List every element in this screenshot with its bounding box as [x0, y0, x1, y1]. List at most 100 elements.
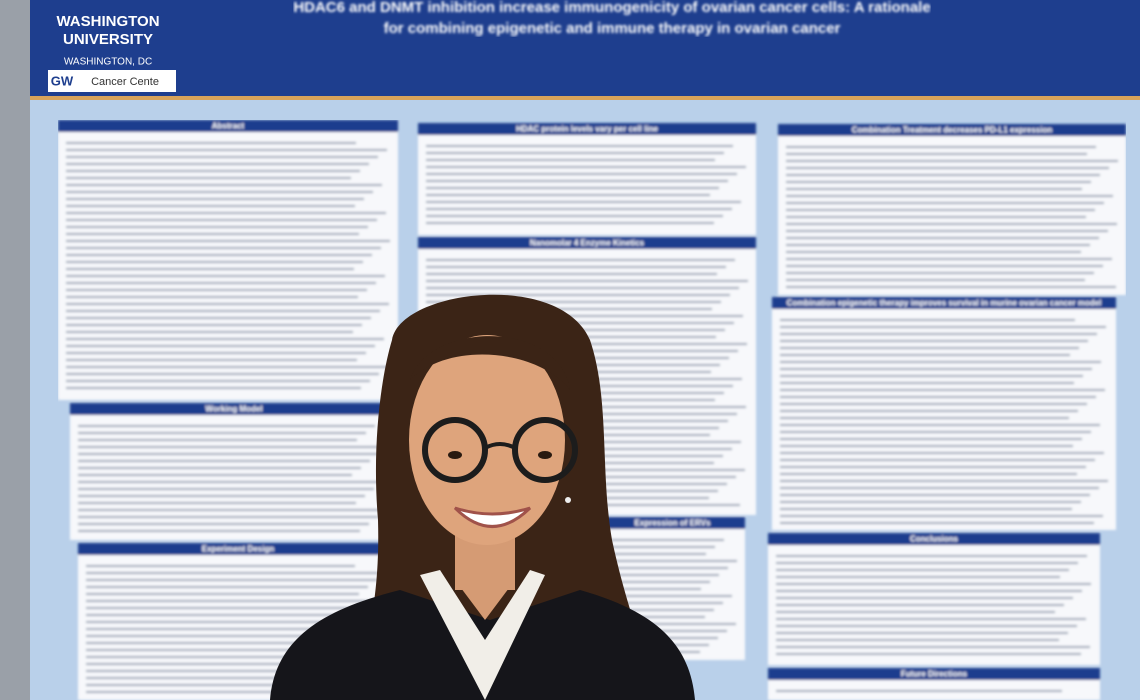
earring: [565, 497, 571, 503]
text-line: [780, 417, 1069, 419]
text-line: [426, 273, 717, 275]
text-line: [66, 219, 377, 221]
eye: [448, 451, 462, 459]
text-line: [780, 438, 1082, 440]
text-line: [608, 630, 727, 632]
text-line: [66, 268, 354, 270]
text-line: [780, 445, 1073, 447]
text-line: [780, 466, 1086, 468]
text-line: [780, 333, 1097, 335]
text-line: [78, 509, 387, 511]
text-line: [78, 488, 374, 490]
text-line: [78, 495, 365, 497]
text-line: [66, 170, 360, 172]
text-line: [608, 560, 737, 562]
text-line: [66, 303, 389, 305]
logo-text: WASHINGTON, DC: [64, 57, 152, 68]
section-title: Working Model: [205, 405, 262, 414]
text-line: [780, 361, 1101, 363]
text-line: [426, 215, 723, 217]
text-line: [608, 602, 723, 604]
text-line: [66, 212, 386, 214]
text-line: [608, 581, 710, 583]
text-line: [66, 205, 355, 207]
section-header: [772, 297, 1116, 309]
section-panel: [778, 136, 1126, 295]
text-line: [426, 287, 739, 289]
hair-front: [410, 336, 570, 390]
text-line: [786, 146, 1096, 148]
text-line: [86, 600, 390, 602]
text-line: [78, 474, 352, 476]
text-line: [780, 340, 1088, 342]
text-line: [66, 177, 351, 179]
text-line: [786, 230, 1108, 232]
text-line: [780, 487, 1099, 489]
text-line: [426, 166, 746, 168]
text-line: [776, 576, 1060, 578]
text-line: [780, 375, 1083, 377]
text-line: [776, 625, 1077, 627]
section-title: Experiment Design: [202, 545, 275, 554]
text-line: [66, 226, 368, 228]
text-line: [780, 347, 1079, 349]
text-line: [786, 195, 1113, 197]
section-title: Expression of ERVs: [635, 519, 711, 528]
text-line: [780, 403, 1087, 405]
glasses-lens: [512, 417, 578, 483]
text-line: [786, 153, 1087, 155]
text-line: [78, 453, 379, 455]
section-header: [418, 237, 756, 249]
section-header: [600, 517, 745, 529]
text-line: [780, 326, 1106, 328]
section-panel: [58, 132, 398, 400]
text-line: [786, 209, 1095, 211]
text-line: [780, 431, 1091, 433]
text-line: [66, 373, 379, 375]
text-line: [426, 201, 741, 203]
face: [409, 335, 565, 545]
text-line: [66, 254, 372, 256]
text-line: [66, 156, 378, 158]
text-line: [86, 621, 363, 623]
text-line: [86, 677, 371, 679]
text-line: [426, 280, 748, 282]
text-line: [78, 446, 388, 448]
section-header: [778, 124, 1126, 136]
text-line: [66, 380, 370, 382]
text-line: [86, 565, 355, 567]
text-line: [786, 237, 1099, 239]
text-line: [86, 656, 358, 658]
text-line: [780, 382, 1074, 384]
text-line: [776, 590, 1082, 592]
text-line: [66, 233, 359, 235]
logo-text: WASHINGTON: [56, 13, 159, 30]
text-line: [426, 180, 728, 182]
text-line: [608, 623, 736, 625]
text-line: [66, 366, 388, 368]
text-line: [66, 387, 361, 389]
text-line: [66, 359, 357, 361]
text-line: [780, 459, 1095, 461]
logo-box: [48, 70, 176, 92]
section-header: [768, 668, 1100, 680]
person: [270, 294, 695, 700]
text-line: [776, 569, 1069, 571]
text-line: [66, 282, 376, 284]
text-line: [86, 628, 354, 630]
text-line: [608, 609, 714, 611]
text-line: [426, 266, 726, 268]
text-line: [66, 247, 381, 249]
text-line: [786, 286, 1116, 288]
neck-v: [455, 580, 515, 620]
text-line: [426, 187, 719, 189]
text-line: [66, 352, 366, 354]
text-line: [780, 396, 1096, 398]
text-line: [86, 684, 362, 686]
text-line: [426, 322, 734, 324]
text-line: [66, 324, 362, 326]
section-header: [418, 123, 756, 135]
text-line: [608, 574, 719, 576]
text-line: [78, 467, 361, 469]
